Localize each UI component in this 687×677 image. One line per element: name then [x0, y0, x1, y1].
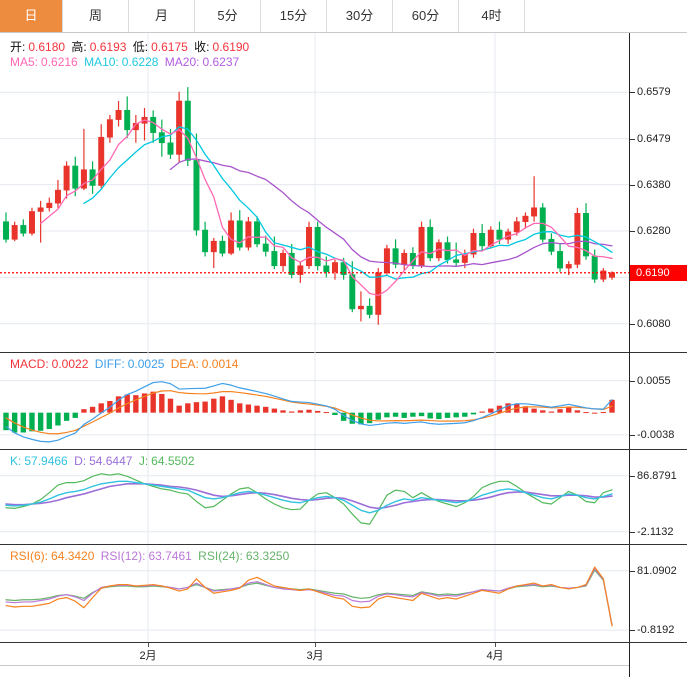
- dea-value: 0.0014: [201, 357, 239, 371]
- macd-tick-mark: [630, 380, 635, 382]
- macd-label: MACD:: [10, 357, 49, 371]
- kdj-axis-line: [629, 450, 630, 544]
- rsi-plot: [0, 545, 630, 642]
- macd-tick-mark: [630, 434, 635, 436]
- kdj-tick-mark: [630, 531, 635, 533]
- kdj-panel: 86.8791 -2.1132 K: 57.9466 D: 54.6447 J: 64.…: [0, 450, 687, 545]
- current-price-marker: 0.6190: [630, 264, 687, 281]
- price-info-line2: MA5: 0.6216 MA10: 0.6228 MA20: 0.6237: [10, 55, 242, 69]
- kdj-info-line: K: 57.9466 D: 54.6447 J: 64.5502: [10, 454, 198, 468]
- rsi-tick-mark: [630, 630, 635, 632]
- tab-1[interactable]: 周: [63, 0, 129, 32]
- kdj-tick-mark: [630, 475, 635, 477]
- rsi-axis-line: [629, 545, 630, 642]
- ma5-label: MA5:: [10, 55, 39, 69]
- price-info-line1: 开: 0.6180 高: 0.6193 低: 0.6175 收: 0.6190: [10, 38, 252, 55]
- x-axis-divider: [0, 665, 630, 666]
- ma10-label: MA10:: [84, 55, 119, 69]
- rsi-info-line: RSI(6): 64.3420 RSI(12): 63.7461 RSI(24): 6…: [10, 549, 292, 563]
- ma20-label: MA20:: [164, 55, 200, 69]
- rsi6-label: RSI(6):: [10, 549, 49, 563]
- macd-tick-label: -0.0038: [637, 428, 675, 441]
- price-tick-label: 0.6280: [637, 224, 671, 237]
- dea-label: DEA:: [170, 357, 199, 371]
- x-tick-label: 4月: [486, 650, 504, 662]
- close-value: 0.6190: [212, 40, 250, 54]
- x-tick-mark: [148, 643, 149, 647]
- tab-3[interactable]: 5分: [195, 0, 261, 32]
- tabbar-spacer: [525, 0, 687, 32]
- open-value: 0.6180: [28, 40, 66, 54]
- tab-2[interactable]: 月: [129, 0, 195, 32]
- price-tick-label: 0.6080: [637, 317, 671, 330]
- price-tick-mark: [630, 92, 635, 94]
- k-label: K:: [10, 454, 22, 468]
- x-tick-label: 3月: [306, 650, 324, 662]
- low-value: 0.6175: [151, 40, 188, 54]
- ma5-value: 0.6216: [41, 55, 78, 69]
- price-tick-mark: [630, 323, 635, 325]
- macd-tick-label: 0.0055: [637, 374, 671, 387]
- macd-axis-line: [629, 353, 630, 449]
- price-tick-label: 0.6579: [637, 86, 671, 99]
- rsi-axis-labels: 81.0902 -0.8192: [630, 545, 687, 642]
- open-label: 开:: [10, 40, 26, 54]
- kdj-plot: [0, 450, 630, 544]
- tab-5[interactable]: 30分: [327, 0, 393, 32]
- rsi24-label: RSI(24):: [198, 549, 243, 563]
- d-value: 54.6447: [89, 454, 133, 468]
- macd-axis-labels: 0.0055 -0.0038: [630, 353, 687, 449]
- kdj-axis-labels: 86.8791 -2.1132: [630, 450, 687, 544]
- price-plot: [0, 33, 630, 353]
- ma10-value: 0.6228: [121, 55, 159, 69]
- x-axis: 2月 3月 4月: [0, 643, 687, 677]
- x-tick-label: 2月: [139, 650, 157, 662]
- x-tick-mark: [495, 643, 496, 647]
- macd-panel: 0.0055 -0.0038 MACD: 0.0022 DIFF: 0.0025 DE…: [0, 353, 687, 450]
- timeframe-tabbar: 日周月 5分 15分 30分 60分 4时: [0, 0, 687, 33]
- tab-7[interactable]: 4时: [459, 0, 525, 32]
- rsi-tick-label: -0.8192: [637, 624, 675, 637]
- price-tick-label: 0.6380: [637, 178, 671, 191]
- low-label: 低:: [132, 40, 149, 54]
- tab-0[interactable]: 日: [0, 0, 63, 32]
- price-axis-line: [629, 33, 630, 353]
- rsi24-value: 63.3250: [245, 549, 290, 563]
- close-label: 收:: [194, 40, 210, 54]
- rsi-tick-mark: [630, 570, 635, 572]
- j-value: 64.5502: [151, 454, 195, 468]
- rsi-panel: 81.0902 -0.8192 RSI(6): 64.3420 RSI(12): 63…: [0, 545, 687, 643]
- kdj-tick-label: 86.8791: [637, 469, 677, 482]
- x-tick-mark: [315, 643, 316, 647]
- k-value: 57.9466: [24, 454, 68, 468]
- rsi12-label: RSI(12):: [100, 549, 146, 563]
- macd-info-line: MACD: 0.0022 DIFF: 0.0025 DEA: 0.0014: [10, 357, 241, 371]
- price-tick-mark: [630, 230, 635, 232]
- price-tick-label: 0.6479: [637, 132, 671, 145]
- rsi6-value: 64.3420: [51, 549, 95, 563]
- price-tick-mark: [630, 138, 635, 140]
- diff-label: DIFF:: [94, 357, 125, 371]
- high-label: 高:: [71, 40, 87, 54]
- macd-plot: [0, 353, 630, 449]
- tab-4[interactable]: 15分: [261, 0, 327, 32]
- price-tick-mark: [630, 184, 635, 186]
- ma20-value: 0.6237: [202, 55, 240, 69]
- high-value: 0.6193: [89, 40, 127, 54]
- tab-6[interactable]: 60分: [393, 0, 459, 32]
- x-axis-right-line: [629, 643, 630, 677]
- d-label: D:: [74, 454, 87, 468]
- kdj-tick-label: -2.1132: [637, 525, 674, 538]
- j-label: J:: [138, 454, 149, 468]
- macd-value: 0.0022: [51, 357, 89, 371]
- rsi12-value: 63.7461: [148, 549, 192, 563]
- diff-value: 0.0025: [127, 357, 165, 371]
- rsi-tick-label: 81.0902: [637, 564, 677, 577]
